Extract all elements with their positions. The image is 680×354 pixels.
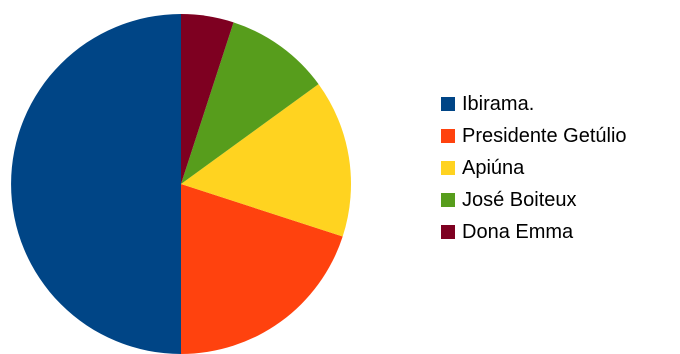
pie-slice-dona-emma [181, 14, 234, 184]
legend-label: Dona Emma [462, 221, 574, 243]
chart-legend: Ibirama. Presidente Getúlio Apiúna José … [441, 94, 627, 254]
legend-label: Presidente Getúlio [462, 125, 627, 147]
legend-swatch [441, 225, 455, 239]
legend-item-ibirama: Ibirama. [441, 94, 627, 114]
legend-item-jose-boiteux: José Boiteux [441, 190, 627, 210]
pie-slice-apiuna [181, 84, 351, 237]
pie-slice-jose-boiteux [181, 22, 319, 184]
legend-item-dona-emma: Dona Emma [441, 222, 627, 242]
pie-slice-presidente-getulio [181, 184, 343, 354]
legend-item-apiuna: Apiúna [441, 158, 627, 178]
legend-label: Ibirama. [462, 93, 535, 115]
legend-swatch [441, 97, 455, 111]
legend-swatch [441, 193, 455, 207]
legend-swatch [441, 129, 455, 143]
pie-slice-ibirama [11, 14, 181, 354]
legend-item-presidente-getulio: Presidente Getúlio [441, 126, 627, 146]
legend-label: José Boiteux [462, 189, 577, 211]
legend-swatch [441, 161, 455, 175]
legend-label: Apiúna [462, 157, 525, 179]
